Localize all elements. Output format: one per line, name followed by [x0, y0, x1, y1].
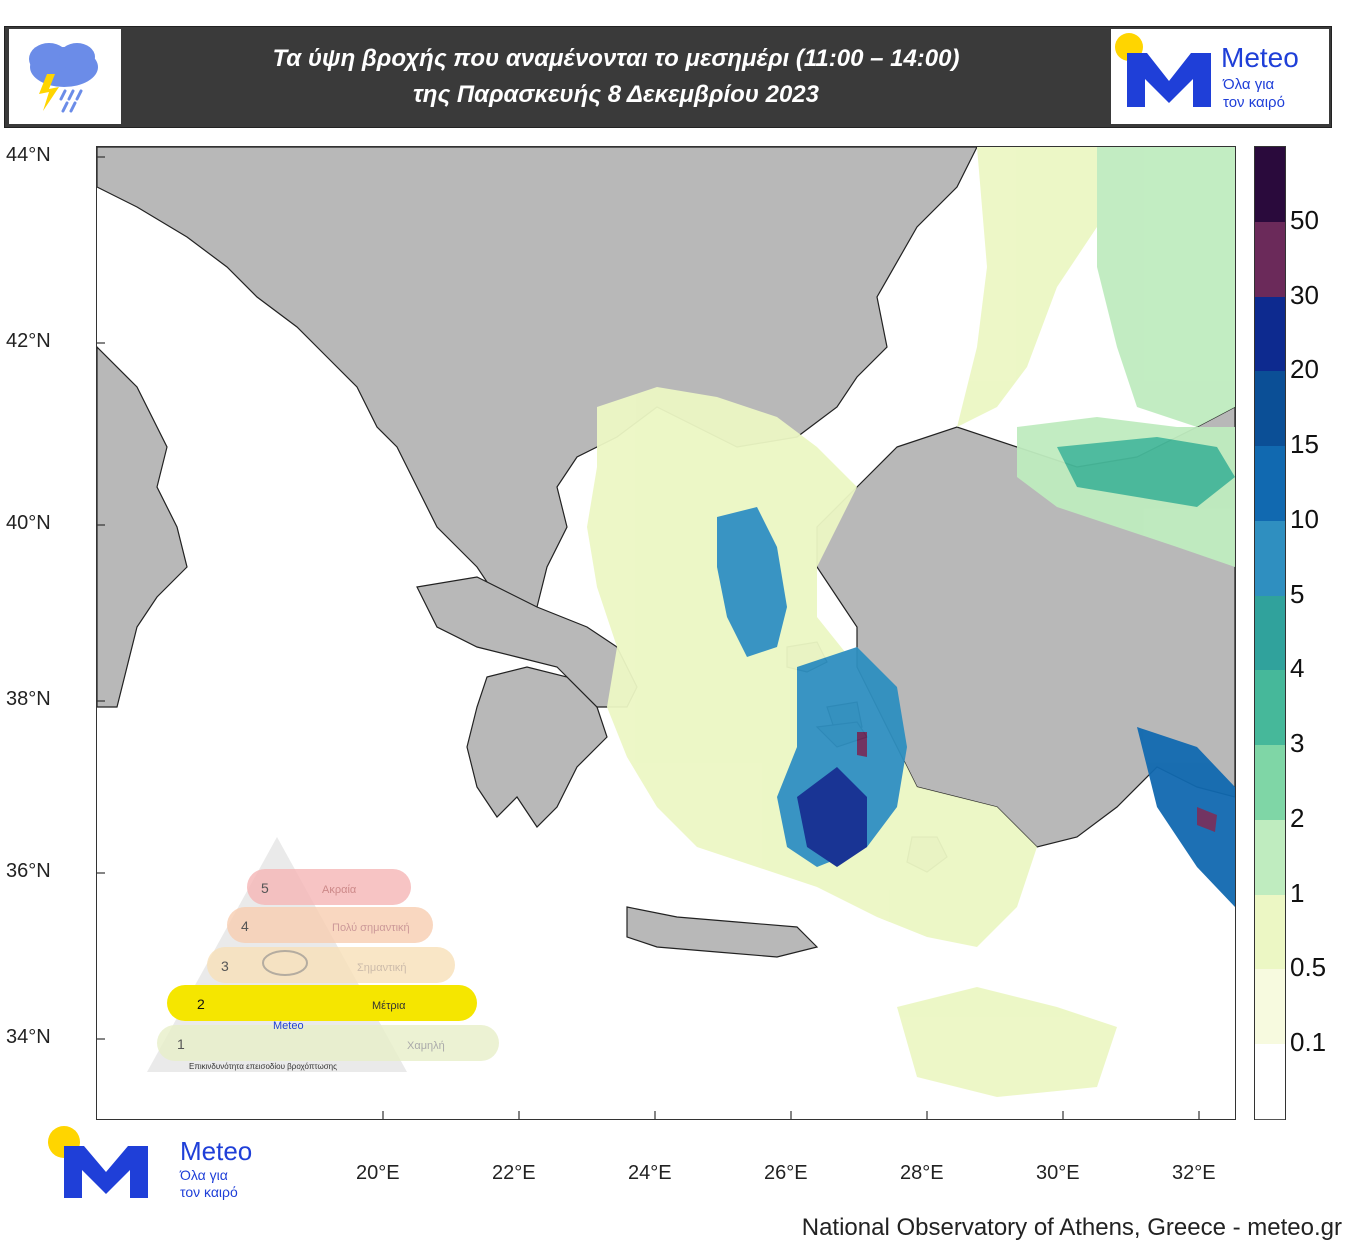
meteo-logo-footer: Meteo Όλα για τον καιρό: [48, 1126, 252, 1200]
lon-label-28: 28°E: [900, 1162, 944, 1184]
footer-logo-tagline-2: τον καιρό: [180, 1184, 238, 1200]
level-2-bar: [167, 985, 477, 1021]
colorbar-label: 0.5: [1290, 952, 1327, 983]
level-5-num: 5: [261, 880, 269, 896]
title-line-1: Τα ύψη βροχής που αναμένονται το μεσημέρ…: [272, 45, 960, 72]
level-4-bar: [227, 907, 433, 943]
header-bar: Τα ύψη βροχής που αναμένονται το μεσημέρ…: [4, 26, 1332, 128]
lat-label-34: 34°N: [6, 1026, 51, 1048]
logo-tagline-2: τον καιρό: [1223, 94, 1285, 111]
mini-brand: Meteo: [273, 1020, 304, 1032]
level-2-num: 2: [197, 996, 205, 1012]
meteo-logo-header: Meteo Όλα για τον καιρό: [1111, 29, 1329, 124]
lat-label-36: 36°N: [6, 860, 51, 882]
rain-thunder-icon: [29, 43, 98, 113]
logo-tagline-1: Όλα για: [1222, 76, 1275, 93]
level-4-label: Πολύ σημαντική: [332, 922, 410, 934]
hazard-scale-triangle: 5 4 3 2 1 Ακραία Πολύ σημαντική Σημαντικ…: [147, 837, 499, 1072]
lon-label-24: 24°E: [628, 1162, 672, 1184]
colorbar-segment: [1255, 595, 1285, 672]
colorbar-label: 3: [1290, 728, 1305, 759]
colorbar-label: 30: [1290, 279, 1319, 310]
colorbar-segment: [1255, 819, 1285, 896]
lat-label-40: 40°N: [6, 512, 51, 534]
lon-label-20: 20°E: [356, 1162, 400, 1184]
lat-label-44: 44°N: [6, 144, 51, 166]
rainfall-layers: [587, 147, 1235, 1097]
colorbar-label: 4: [1290, 653, 1305, 684]
lon-label-22: 22°E: [492, 1162, 536, 1184]
colorbar-segment: [1255, 221, 1285, 298]
rain-blue-cyprus: [1137, 727, 1235, 907]
colorbar-label: 10: [1290, 503, 1319, 534]
mini-cloud-icon: [262, 950, 308, 976]
level-3-bar: [207, 947, 455, 983]
colorbar-label: 15: [1290, 429, 1319, 460]
level-5-bar: [247, 869, 411, 905]
colorbar-segment: [1255, 296, 1285, 373]
rain-dark-blue-aegean: [797, 767, 867, 867]
level-5-label: Ακραία: [322, 884, 357, 896]
colorbar-segment: [1255, 446, 1285, 522]
level-1-num: 1: [177, 1036, 185, 1052]
colorbar-segment: [1255, 147, 1285, 223]
title-line-2: της Παρασκευής 8 Δεκεμβρίου 2023: [413, 81, 819, 108]
colorbar-label: 5: [1290, 578, 1305, 609]
rain-blue-north-aegean: [717, 507, 787, 657]
level-1-label: Χαμηλή: [407, 1040, 445, 1052]
crete-landmass: [626, 906, 819, 958]
logo-brand: Meteo: [1221, 42, 1299, 73]
colorbar-segment: [1255, 520, 1285, 597]
triangle-caption: Επικινδυνότητα επεισοδίου βροχόπτωσης: [189, 1062, 337, 1071]
footer-logo-tagline-1: Όλα για: [179, 1167, 228, 1183]
lon-label-30: 30°E: [1036, 1162, 1080, 1184]
map-canvas: [97, 147, 1235, 1119]
footer-credit: National Observatory of Athens, Greece -…: [801, 1214, 1342, 1241]
map-title: Τα ύψη βροχής που αναμένονται το μεσημέρ…: [125, 41, 1107, 113]
lon-label-32: 32°E: [1172, 1162, 1216, 1184]
level-2-label: Μέτρια: [372, 1000, 406, 1012]
colorbar-segment: [1255, 670, 1285, 747]
weather-icon-box: [9, 29, 121, 124]
colorbar-label: 20: [1290, 354, 1319, 385]
rain-light-yellow-2: [957, 147, 1137, 427]
colorbar-label: 50: [1290, 204, 1319, 235]
footer-logo-brand: Meteo: [180, 1136, 252, 1166]
level-1-bar: [157, 1025, 499, 1061]
rainfall-map: 5 4 3 2 1 Ακραία Πολύ σημαντική Σημαντικ…: [96, 146, 1236, 1120]
precip-colorbar: [1254, 146, 1286, 1120]
colorbar-segment: [1255, 1044, 1285, 1120]
italy-landmass: [97, 346, 188, 708]
rain-purple-aegean: [857, 732, 867, 757]
rain-purple-cyprus: [1197, 807, 1217, 832]
colorbar-label: 1: [1290, 877, 1305, 908]
lon-label-26: 26°E: [764, 1162, 808, 1184]
level-3-num: 3: [221, 958, 229, 974]
level-4-num: 4: [241, 918, 249, 934]
colorbar-segment: [1255, 745, 1285, 821]
colorbar-segment: [1255, 969, 1285, 1046]
map-ticks: [97, 156, 1200, 1119]
colorbar-label: 0.1: [1290, 1027, 1327, 1058]
colorbar-segment: [1255, 371, 1285, 448]
lat-label-38: 38°N: [6, 688, 51, 710]
rain-mid-teal-1: [1057, 437, 1235, 507]
colorbar-segment: [1255, 894, 1285, 971]
level-3-label: Σημαντική: [357, 962, 407, 974]
rain-green-east: [1097, 147, 1235, 427]
lat-label-42: 42°N: [6, 330, 51, 352]
colorbar-label: 2: [1290, 802, 1305, 833]
rain-light-south: [897, 987, 1117, 1097]
